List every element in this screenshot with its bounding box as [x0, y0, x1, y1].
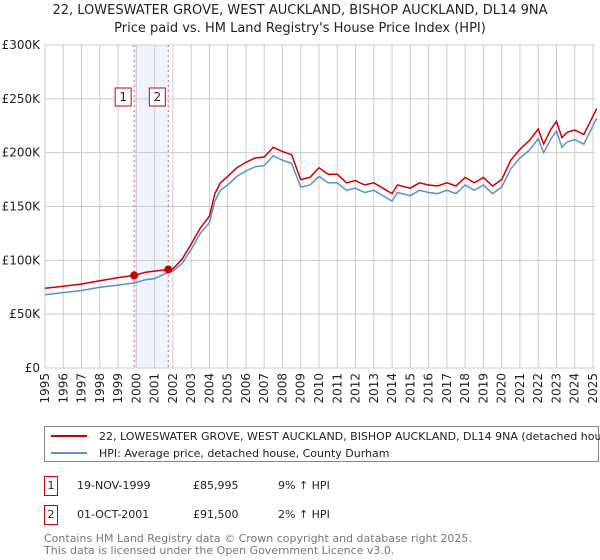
property-line — [44, 108, 598, 290]
x-tick-label: 2018 — [458, 373, 472, 404]
x-tick-label: 2004 — [202, 373, 216, 404]
footer-line-1: Contains HM Land Registry data © Crown c… — [44, 532, 472, 545]
x-tick-label: 2000 — [129, 373, 143, 404]
x-tick-label: 2019 — [476, 373, 490, 404]
x-tick-label: 2020 — [495, 373, 509, 404]
x-tick-label: 2007 — [257, 373, 271, 404]
legend-hpi-label: HPI: Average price, detached house, Coun… — [99, 446, 390, 460]
transaction-date: 01-OCT-2001 — [77, 508, 150, 521]
x-tick-label: 2023 — [549, 373, 563, 404]
x-tick-label: 2008 — [275, 373, 289, 404]
y-tick-label: £200K — [2, 146, 42, 160]
x-tick-label: 2015 — [403, 373, 417, 404]
x-tick-label: 2006 — [239, 373, 253, 404]
transaction-delta: 9% ↑ HPI — [278, 479, 330, 492]
transaction-price: £85,995 — [193, 479, 239, 492]
x-tick-label: 2024 — [568, 373, 582, 404]
legend-property-label: 22, LOWESWATER GROVE, WEST AUCKLAND, BIS… — [99, 429, 600, 443]
x-tick-label: 2001 — [148, 373, 162, 404]
sale-point — [130, 271, 139, 280]
sale-point — [164, 265, 173, 274]
x-tick-label: 1995 — [38, 373, 52, 404]
sale-label: 1 — [119, 90, 127, 104]
x-tick-label: 1998 — [93, 373, 107, 404]
footer: Contains HM Land Registry data © Crown c… — [44, 533, 472, 557]
x-tick-label: 2009 — [294, 373, 308, 404]
chart-title: 22, LOWESWATER GROVE, WEST AUCKLAND, BIS… — [52, 3, 548, 18]
sale-label-box — [148, 87, 166, 107]
legend: 22, LOWESWATER GROVE, WEST AUCKLAND, BIS… — [44, 426, 600, 462]
legend-hpi-swatch — [51, 452, 87, 454]
x-tick-label: 2022 — [531, 373, 545, 404]
transaction-marker: 2 — [44, 505, 58, 525]
x-tick-label: 1999 — [111, 373, 125, 404]
x-tick-label: 2025 — [586, 373, 600, 404]
y-tick-label: £300K — [2, 38, 42, 52]
transaction-row: 1 19-NOV-1999 £85,995 9% ↑ HPI — [44, 476, 444, 496]
transaction-marker: 1 — [44, 476, 58, 496]
y-tick-label: £0 — [25, 361, 40, 375]
chart-subtitle: Price paid vs. HM Land Registry's House … — [114, 21, 486, 36]
x-tick-label: 2014 — [385, 373, 399, 404]
x-tick-label: 2021 — [513, 373, 527, 404]
y-tick-label: £100K — [2, 253, 42, 267]
x-tick-label: 2016 — [422, 373, 436, 404]
sale-label: 2 — [153, 90, 161, 104]
hpi-line — [44, 117, 598, 296]
transaction-delta: 2% ↑ HPI — [278, 508, 330, 521]
sale-label-box — [114, 87, 132, 107]
x-tick-label: 2005 — [221, 373, 235, 404]
x-tick-label: 2013 — [367, 373, 381, 404]
x-tick-label: 2010 — [312, 373, 326, 404]
legend-property-swatch — [51, 435, 87, 437]
y-tick-label: £250K — [2, 92, 42, 106]
x-tick-label: 1997 — [75, 373, 89, 404]
x-tick-label: 2017 — [440, 373, 454, 404]
transaction-date: 19-NOV-1999 — [77, 479, 151, 492]
price-chart: 1995 1996 1997 1998 1999 2000 2001 2002 2003 2004… — [2, 38, 600, 404]
x-tick-label: 1996 — [56, 373, 70, 404]
x-tick-label: 2002 — [166, 373, 180, 404]
y-tick-label: £150K — [2, 200, 42, 214]
x-tick-label: 2003 — [184, 373, 198, 404]
x-tick-label: 2011 — [330, 373, 344, 404]
transaction-row: 2 01-OCT-2001 £91,500 2% ↑ HPI — [44, 505, 444, 525]
transaction-price: £91,500 — [193, 508, 239, 521]
y-tick-label: £50K — [9, 307, 41, 321]
footer-line-2: This data is licensed under the Open Gov… — [44, 544, 395, 557]
x-tick-label: 2012 — [349, 373, 363, 404]
